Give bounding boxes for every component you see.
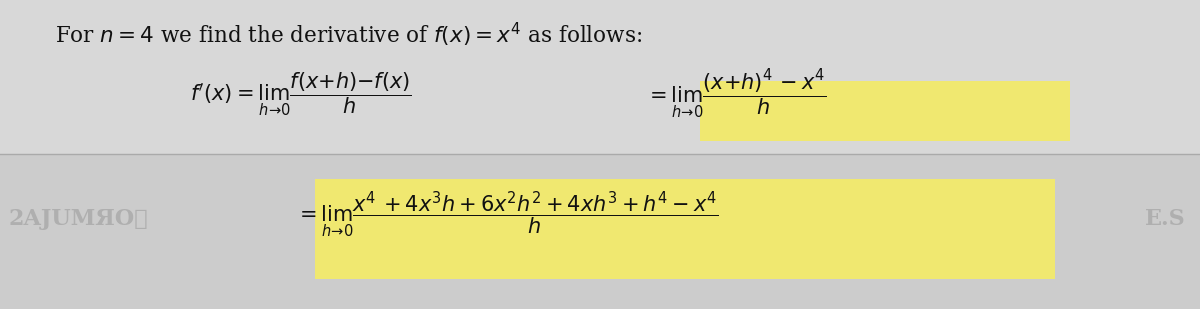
Text: $f'(x) = \lim_{h \to 0} \dfrac{f(x + h) - f(x)}{h}$: $f'(x) = \lim_{h \to 0} \dfrac{f(x + h) … (190, 70, 412, 118)
Bar (0, 154, 1200, 309)
Text: E.S: E.S (1145, 208, 1186, 230)
Text: $= \lim_{h \to 0} \dfrac{x^4 + 4x^3h + 6x^2h^2 + 4xh^3 + h^4 - x^4}{h}$: $= \lim_{h \to 0} \dfrac{x^4 + 4x^3h + 6… (295, 189, 719, 239)
Text: For $n = 4$ we find the derivative of $f(x) = x^4$ as follows:: For $n = 4$ we find the derivative of $f… (55, 21, 642, 49)
Bar (314, 179, 1055, 279)
Text: 2AJUMЯOꟵ: 2AJUMЯOꟵ (8, 208, 148, 230)
Bar (700, 81, 1070, 141)
Text: $= \lim_{h \to 0} \dfrac{(x + h)^4 - x^4}{h}$: $= \lim_{h \to 0} \dfrac{(x + h)^4 - x^4… (646, 68, 827, 121)
Bar (0, 0, 1200, 154)
